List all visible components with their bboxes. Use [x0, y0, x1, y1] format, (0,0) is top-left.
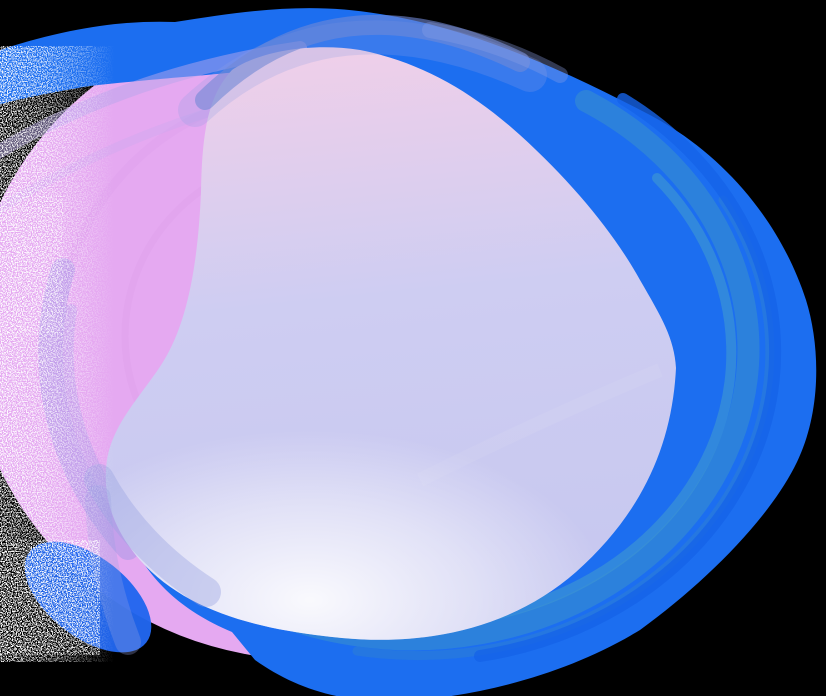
blob-highlight-streak	[416, 363, 663, 487]
overlap-arc	[195, 14, 530, 110]
blob	[105, 47, 676, 640]
blue-spray	[8, 195, 63, 335]
spray-speckles	[0, 46, 114, 662]
ring-streak-arc	[474, 93, 782, 662]
blob-bottom-glow	[105, 430, 610, 640]
overlap-arc	[422, 22, 568, 83]
blue-spray	[0, 540, 100, 655]
